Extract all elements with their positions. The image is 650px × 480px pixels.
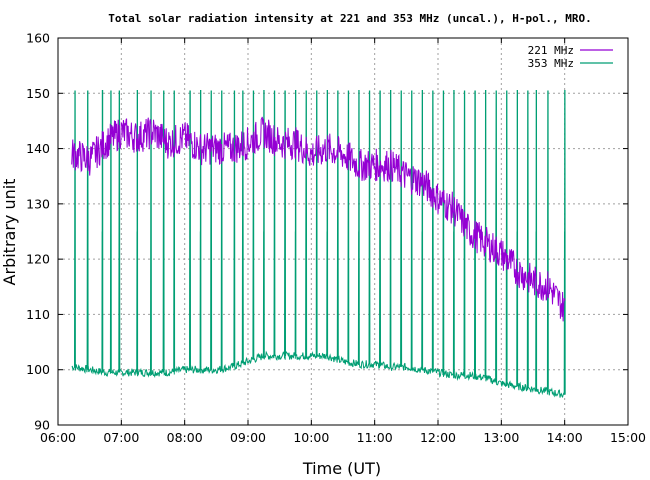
- x-tick-label: 09:00: [230, 430, 266, 445]
- y-tick-label: 130: [26, 196, 50, 211]
- x-tick-label: 07:00: [103, 430, 139, 445]
- y-tick-label: 120: [26, 252, 50, 267]
- plot-frame: [57, 37, 629, 426]
- y-tick-label: 150: [26, 86, 50, 101]
- y-tick-label: 110: [26, 307, 50, 322]
- y-axis-label: Arbitrary unit: [0, 179, 19, 286]
- tick-layer: 06:00 07:00 08:00 09:00 10:00 11:00 12:00 13:00…: [26, 31, 646, 446]
- legend-label: 221 MHz: [528, 44, 574, 57]
- y-tick-label: 160: [26, 31, 50, 46]
- x-tick-label: 15:00: [610, 430, 646, 445]
- grid-layer: [58, 38, 628, 425]
- x-tick-label: 11:00: [357, 430, 393, 445]
- chart-title: Total solar radiation intensity at 221 a…: [108, 12, 591, 25]
- x-tick-label: 13:00: [483, 430, 519, 445]
- series-353-line: [71, 90, 566, 398]
- series-221-line: [71, 116, 566, 322]
- x-tick-label: 06:00: [40, 430, 76, 445]
- series-layer: [71, 90, 566, 398]
- x-tick-label: 14:00: [547, 430, 583, 445]
- y-tick-label: 90: [34, 418, 50, 433]
- x-axis-label: Time (UT): [302, 459, 381, 478]
- x-tick-label: 08:00: [167, 430, 203, 445]
- y-tick-label: 100: [26, 362, 50, 377]
- y-tick-label: 140: [26, 141, 50, 156]
- legend-label: 353 MHz: [528, 57, 574, 70]
- x-tick-label: 12:00: [420, 430, 456, 445]
- x-tick-label: 10:00: [293, 430, 329, 445]
